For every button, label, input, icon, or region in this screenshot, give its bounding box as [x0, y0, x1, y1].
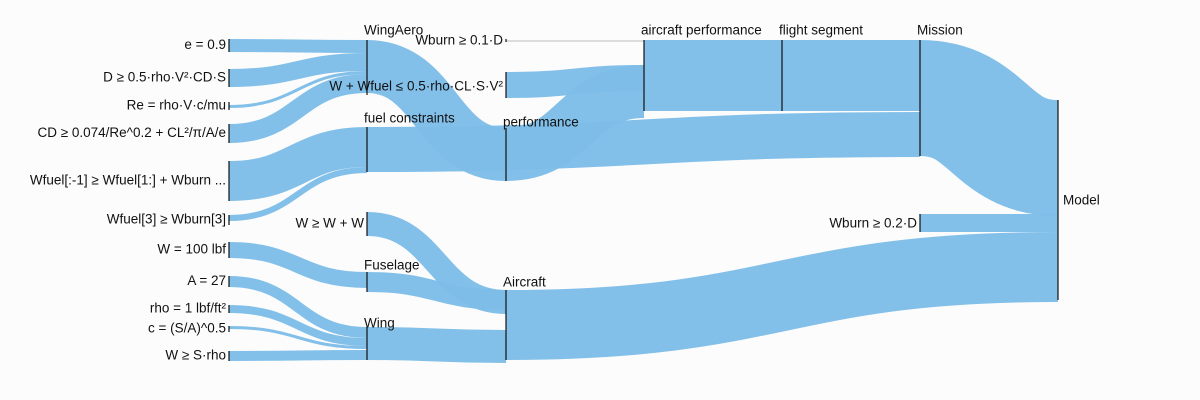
- link-wfuel3-to-fuelc: [228, 167, 368, 221]
- node-rho: [228, 305, 230, 313]
- node-wing: [366, 327, 368, 360]
- node-label-wfuel3: Wfuel[3] ≥ Wburn[3]: [107, 212, 226, 227]
- node-label-acperf: aircraft performance: [641, 23, 762, 38]
- node-e: [228, 39, 230, 52]
- link-w100-to-fuselage: [228, 242, 368, 288]
- node-label-re: Re = rho·V·c/mu: [127, 98, 226, 113]
- node-model: [1057, 100, 1059, 300]
- node-label-www: W ≥ W + W: [295, 216, 364, 231]
- node-a27: [228, 276, 230, 287]
- node-label-flightseg: flight segment: [779, 23, 863, 38]
- link-perf-to-acperf: [504, 65, 646, 181]
- node-re: [228, 102, 230, 110]
- link-drag-to-wingaero: [228, 53, 368, 87]
- node-mission: [919, 40, 921, 156]
- node-label-drag: D ≥ 0.5·rho·V²·CD·S: [103, 70, 226, 85]
- node-label-wsrho: W ≥ S·rho: [165, 348, 226, 363]
- node-lift: [505, 72, 507, 98]
- link-aircraft-to-model: [505, 232, 1059, 360]
- node-label-perf: performance: [503, 115, 579, 130]
- node-label-wing: Wing: [364, 316, 395, 331]
- node-fuelc: [366, 127, 368, 172]
- link-wsrho-to-wing: [228, 350, 368, 361]
- node-label-wburn01: Wburn ≥ 0.1·D: [415, 33, 503, 48]
- node-wingaero: [366, 40, 368, 95]
- node-label-aircraft: Aircraft: [503, 275, 546, 290]
- node-acperf: [643, 40, 645, 111]
- node-label-wingaero: WingAero: [364, 23, 423, 38]
- node-label-wburn02: Wburn ≥ 0.2·D: [829, 216, 917, 231]
- node-wfuel: [228, 161, 230, 201]
- link-rho-to-wing: [228, 305, 368, 346]
- node-label-mission: Mission: [917, 23, 963, 38]
- node-flightseg: [781, 40, 783, 111]
- node-label-fuselage: Fuselage: [364, 258, 420, 273]
- node-www: [366, 212, 368, 236]
- link-wing-to-aircraft: [366, 327, 507, 363]
- link-fuelc-to-mission: [366, 112, 921, 172]
- node-cd: [228, 124, 230, 143]
- node-w100: [228, 242, 230, 258]
- link-cd-to-wingaero: [228, 74, 368, 143]
- link-a27-to-wing: [228, 276, 368, 338]
- sankey-nodes: [228, 39, 1059, 361]
- node-wfuel3: [228, 215, 230, 225]
- sankey-links: [228, 39, 1062, 363]
- node-perf: [505, 128, 507, 181]
- node-label-w100: W = 100 lbf: [157, 242, 226, 257]
- node-wburn01: [505, 39, 507, 42]
- sankey-labels: e = 0.9 D ≥ 0.5·rho·V²·CD·S Re = rho·V·c/m…: [30, 23, 1100, 363]
- node-label-model: Model: [1063, 193, 1100, 208]
- node-label-cd: CD ≥ 0.074/Re^0.2 + CL²/π/A/e: [37, 125, 226, 140]
- node-label-wfuel: Wfuel[:-1] ≥ Wfuel[1:] + Wburn ...: [30, 173, 226, 188]
- node-wsrho: [228, 351, 230, 361]
- link-c-to-wing: [228, 326, 368, 349]
- node-label-rho: rho = 1 lbf/ft²: [150, 301, 227, 316]
- link-www-to-aircraft: [366, 212, 507, 314]
- node-label-fuelc: fuel constraints: [364, 111, 455, 126]
- node-label-lift: W + Wfuel ≤ 0.5·rho·CL·S·V²: [329, 79, 503, 94]
- node-wburn02: [919, 214, 921, 232]
- node-label-a27: A = 27: [187, 273, 226, 288]
- node-label-e: e = 0.9: [184, 37, 226, 52]
- link-re-to-wingaero: [228, 71, 368, 108]
- link-mission-to-model: [916, 40, 1062, 216]
- link-wfuel-to-fuelc: [228, 127, 368, 201]
- node-c: [228, 326, 230, 332]
- node-drag: [228, 69, 230, 87]
- node-fuselage: [366, 272, 368, 292]
- link-e-to-wingaero: [228, 39, 368, 53]
- node-aircraft: [505, 290, 507, 360]
- node-label-c: c = (S/A)^0.5: [148, 321, 226, 336]
